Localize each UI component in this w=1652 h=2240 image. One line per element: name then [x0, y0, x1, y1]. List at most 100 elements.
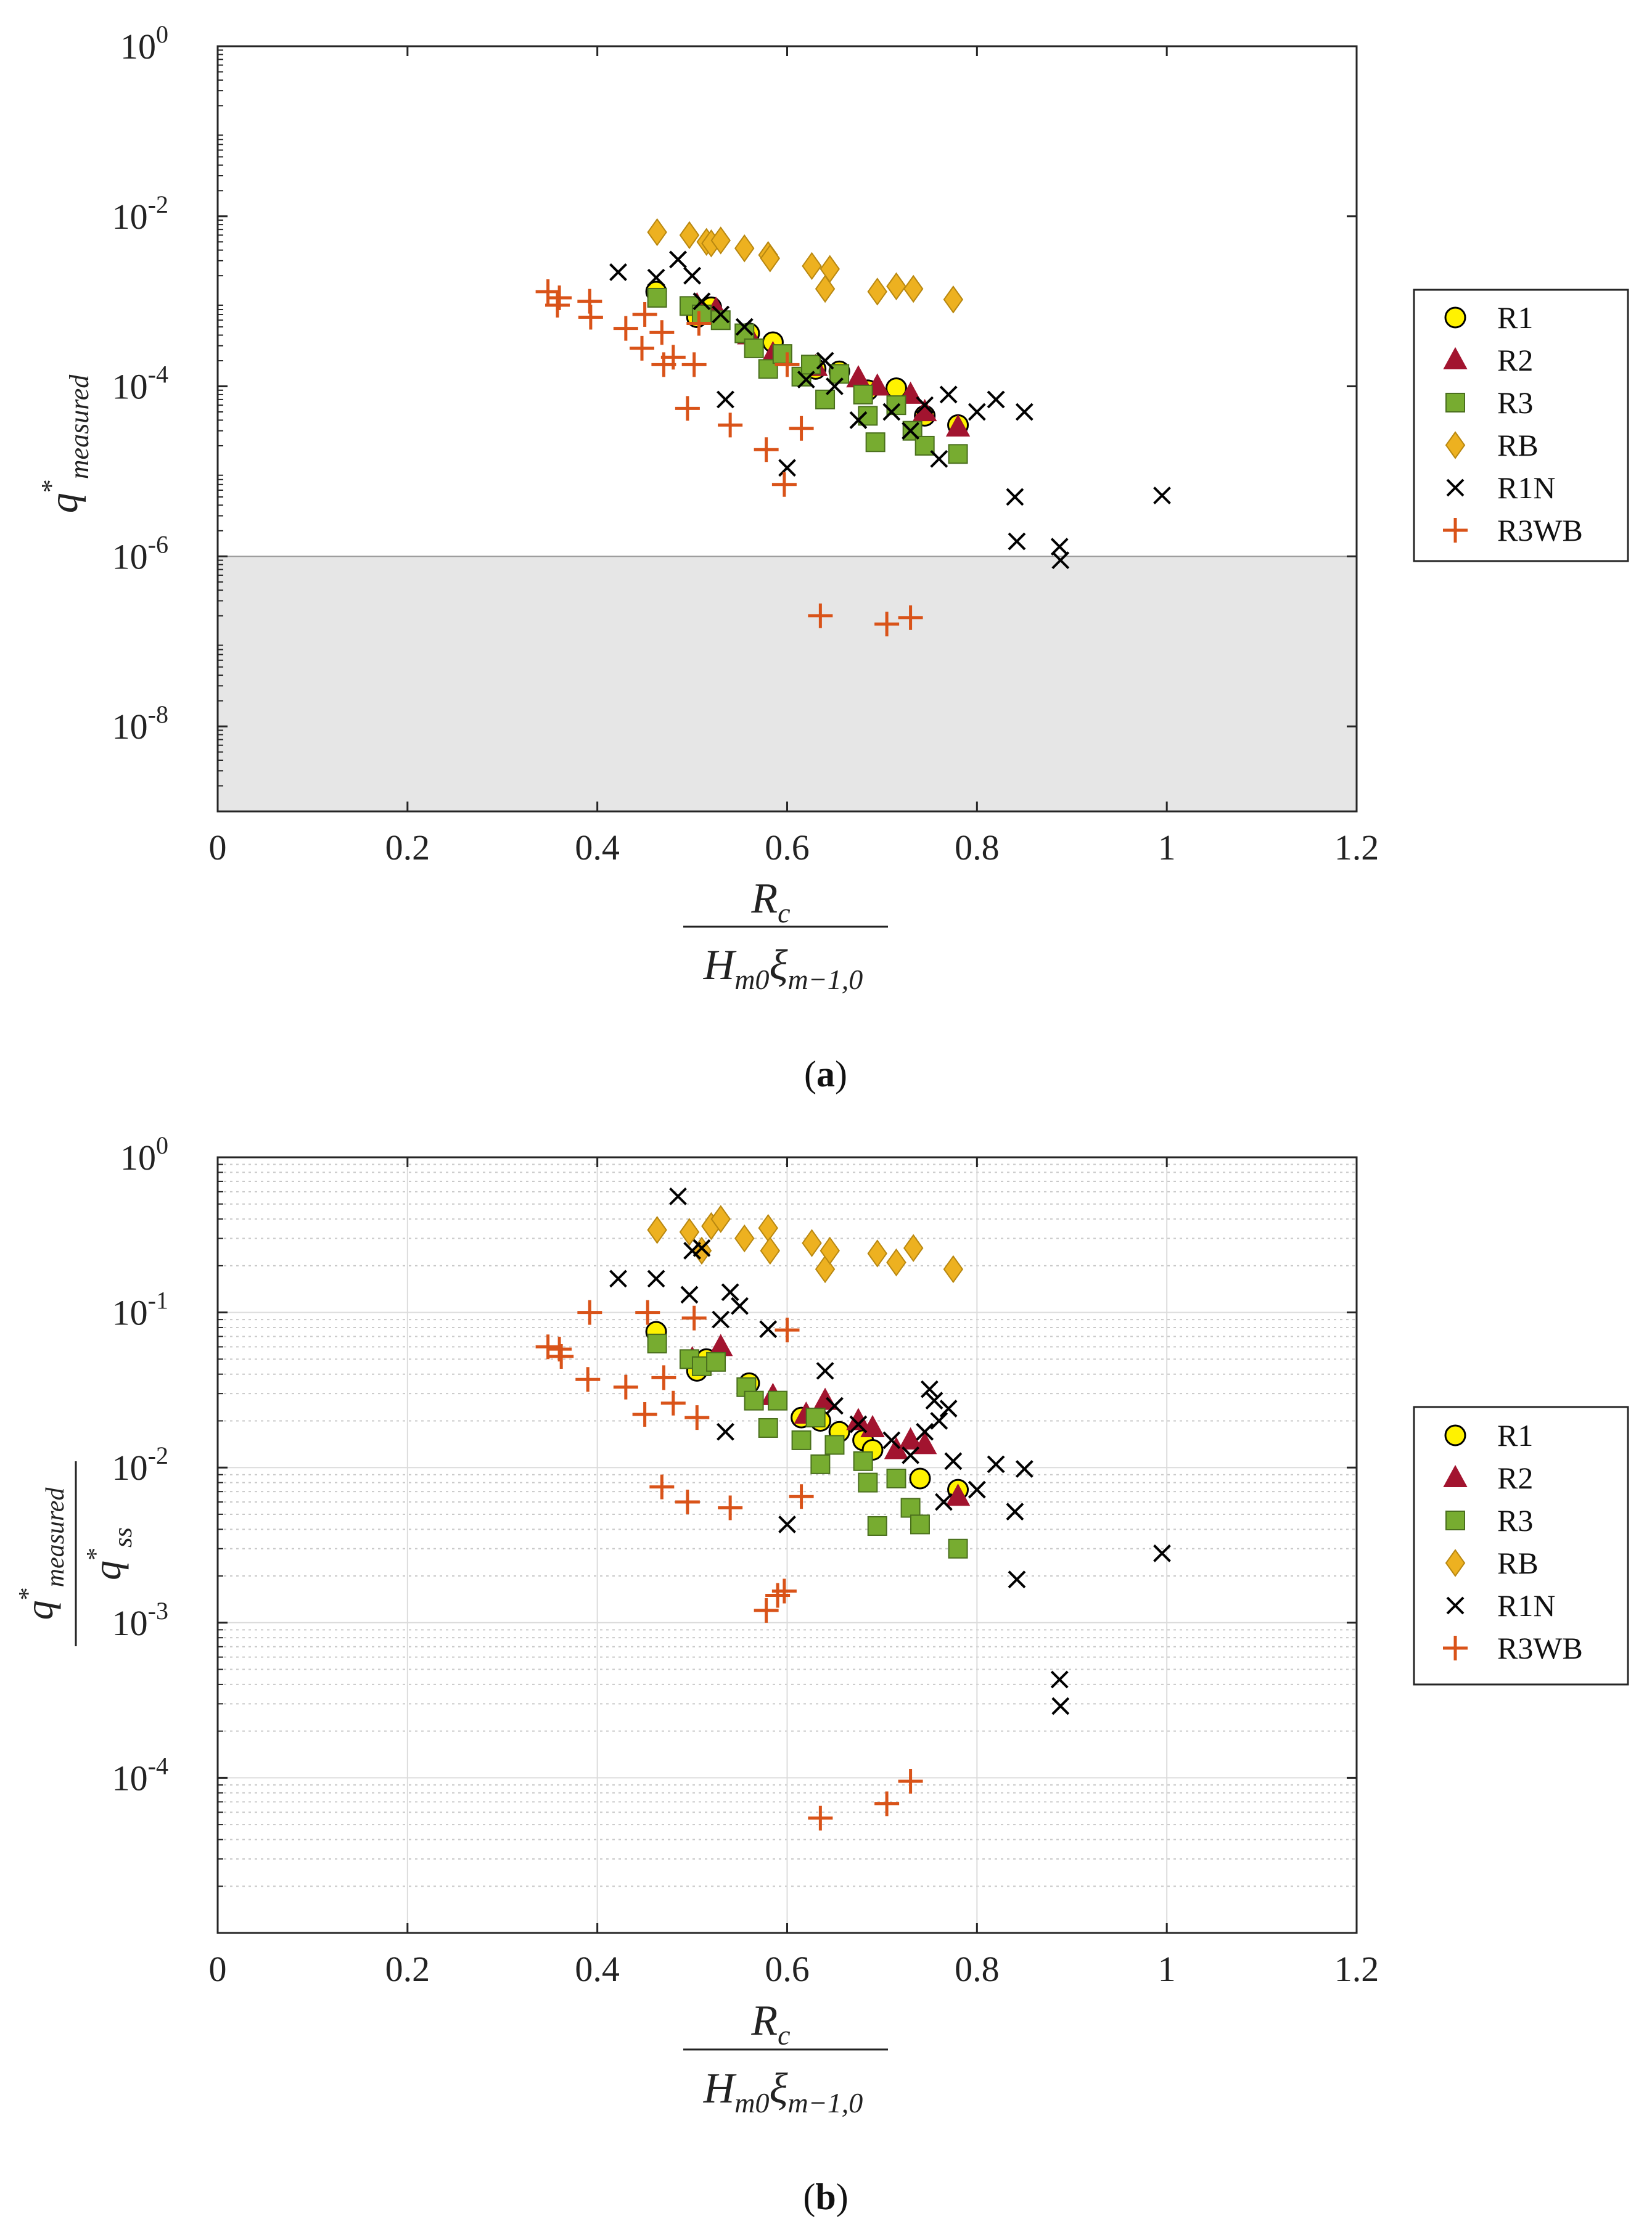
point-r3wb	[632, 302, 657, 327]
point-r3wb	[649, 320, 675, 345]
point-r1n	[669, 1187, 687, 1205]
point-rb	[820, 1236, 840, 1265]
point-r1n	[939, 385, 958, 404]
point-r3wb	[874, 1791, 900, 1816]
point-r3wb	[808, 1805, 833, 1831]
x-tick-label-b: 0.4	[575, 1949, 620, 1989]
point-r1n	[826, 1397, 844, 1415]
legend-marker-r1n	[1446, 1596, 1465, 1615]
legend-marker-rb	[1445, 431, 1466, 459]
point-rb	[802, 252, 822, 281]
point-r1n	[916, 396, 934, 414]
legend-marker-r2	[1443, 1464, 1468, 1487]
point-r3wb	[578, 305, 603, 330]
point-r3wb	[754, 1598, 779, 1623]
y-axis-label-b: q*measured q*ss	[14, 1461, 138, 1646]
point-r2	[898, 1427, 923, 1450]
legend-marker-rb	[1445, 1549, 1466, 1577]
point-rb	[903, 1234, 924, 1262]
legend-label-r1n: R1N	[1497, 1588, 1555, 1623]
x-tick-label-b: 0.6	[765, 1949, 810, 1989]
legend-label-r3wb: R3WB	[1497, 513, 1583, 548]
series-rb-b	[647, 1205, 964, 1284]
svg-text:Rc: Rc	[750, 875, 790, 929]
point-r3wb	[613, 1374, 638, 1400]
legend-item-rb-a: RB	[1445, 428, 1539, 462]
point-r3wb	[613, 316, 638, 341]
point-r3	[772, 344, 792, 364]
point-r1n	[1051, 1697, 1070, 1715]
point-r1n	[1153, 1544, 1171, 1562]
legend-item-r1n-a: R1N	[1446, 470, 1555, 505]
x-tick-label-b: 0	[209, 1949, 227, 1989]
point-r3	[886, 1468, 906, 1488]
legend-b-box	[1413, 1406, 1629, 1686]
point-r3wb	[808, 603, 833, 628]
legend-label-r3: R3	[1497, 385, 1533, 420]
legend-item-r2-a: R2	[1443, 343, 1533, 377]
legend-marker-r3wb	[1443, 518, 1468, 543]
x-axis-label-a: Rc Hm0ξm−1,0	[683, 875, 888, 995]
point-r3	[810, 1454, 831, 1474]
point-r3wb	[577, 1300, 602, 1325]
point-r1n	[717, 390, 734, 409]
legend-label-r1: R1	[1497, 1418, 1533, 1453]
ticks-b: 0 0.2 0.4 0.6 0.8 1 1.2 100 10-1 10-2 10-3 10-4	[112, 1131, 1379, 1989]
ylabel-a-main: q	[41, 493, 86, 513]
point-r3wb	[684, 1405, 710, 1430]
point-r1n	[712, 305, 730, 324]
point-r3wb	[575, 1367, 601, 1392]
point-rb	[886, 272, 906, 301]
legend-item-r1-b: R1	[1444, 1418, 1533, 1453]
x-tick-label-b: 0.8	[955, 1949, 1000, 1989]
point-rb	[760, 244, 781, 273]
point-r1n	[717, 1422, 734, 1441]
shaded-region-a	[218, 556, 1357, 811]
ylabel-b-sub: measured	[41, 1487, 70, 1588]
point-r3	[791, 1430, 812, 1450]
point-r1n	[692, 292, 711, 311]
point-r1n	[1008, 1570, 1026, 1589]
point-r3	[948, 1538, 968, 1559]
legend-a-box	[1413, 289, 1629, 562]
svg-text:q*measured: q*measured	[14, 1487, 70, 1620]
x-axis-label-b: Rc Hm0ξm−1,0	[683, 1997, 888, 2119]
xlabel-b-den-sub1: m0	[734, 2087, 769, 2119]
point-rb	[943, 285, 964, 314]
y-tick-label-b: 10-1	[112, 1287, 168, 1333]
xlabel-b-den-xi: ξ	[770, 2065, 788, 2112]
point-rb	[943, 1255, 964, 1284]
point-rb	[886, 1248, 906, 1277]
point-r1n	[735, 318, 754, 336]
point-rb	[867, 1239, 887, 1268]
point-r1n	[731, 1297, 749, 1315]
point-rb	[647, 1216, 667, 1244]
series-r3-b	[647, 1334, 968, 1559]
data-points-a	[535, 218, 1171, 637]
point-r1n	[647, 268, 665, 287]
point-r1n	[1015, 1459, 1034, 1478]
xlabel-a-num: R	[750, 875, 778, 922]
ylabel-b-den-sup: *	[82, 1548, 110, 1561]
caption-b-letter: b	[815, 2176, 836, 2217]
point-r3wb	[765, 1583, 791, 1608]
point-r1n	[1051, 551, 1070, 570]
point-rb	[867, 277, 887, 306]
point-r1n	[1050, 1670, 1069, 1689]
point-r1n	[849, 411, 868, 429]
legend-item-r3wb-a: R3WB	[1443, 513, 1583, 548]
point-r1n	[925, 1392, 943, 1410]
legend-marker-r1	[1444, 1424, 1466, 1446]
xlabel-b-num: R	[750, 1997, 778, 2045]
legend-item-r3-a: R3	[1445, 385, 1533, 420]
point-r1n	[609, 1270, 627, 1288]
point-r3wb	[681, 352, 707, 377]
point-r3	[867, 1516, 887, 1536]
svg-text:Rc: Rc	[750, 1997, 790, 2051]
x-tick-label-b: 1.2	[1334, 1949, 1379, 1989]
x-tick-label-a: 0	[209, 827, 227, 868]
point-r3wb	[549, 1344, 574, 1369]
svg-text:q*measured: q*measured	[36, 374, 94, 513]
y-tick-label-a: 10-6	[112, 530, 168, 576]
point-r1n	[669, 250, 687, 269]
